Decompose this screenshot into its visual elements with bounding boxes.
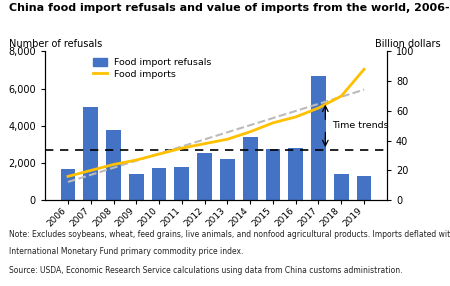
Bar <box>220 159 235 200</box>
Text: Source: USDA, Economic Research Service calculations using data from China custo: Source: USDA, Economic Research Service … <box>9 266 402 275</box>
Legend: Food import refusals, Food imports: Food import refusals, Food imports <box>91 56 214 81</box>
Text: Note: Excludes soybeans, wheat, feed grains, live animals, and nonfood agricultu: Note: Excludes soybeans, wheat, feed gra… <box>9 230 450 239</box>
Bar <box>334 174 349 200</box>
Text: Time trends: Time trends <box>332 121 389 130</box>
Bar <box>175 167 189 200</box>
Bar <box>152 168 166 200</box>
Text: Billion dollars: Billion dollars <box>375 39 441 49</box>
Bar <box>197 153 212 200</box>
Bar <box>106 130 121 200</box>
Text: Number of refusals: Number of refusals <box>9 39 102 49</box>
Bar <box>61 168 75 200</box>
Bar <box>243 137 257 200</box>
Text: China food import refusals and value of imports from the world, 2006-19: China food import refusals and value of … <box>9 3 450 13</box>
Bar <box>266 149 280 200</box>
Bar <box>288 148 303 200</box>
Text: International Monetary Fund primary commodity price index.: International Monetary Fund primary comm… <box>9 247 243 256</box>
Bar <box>357 176 371 200</box>
Bar <box>129 174 144 200</box>
Bar <box>83 107 98 200</box>
Bar <box>311 76 326 200</box>
